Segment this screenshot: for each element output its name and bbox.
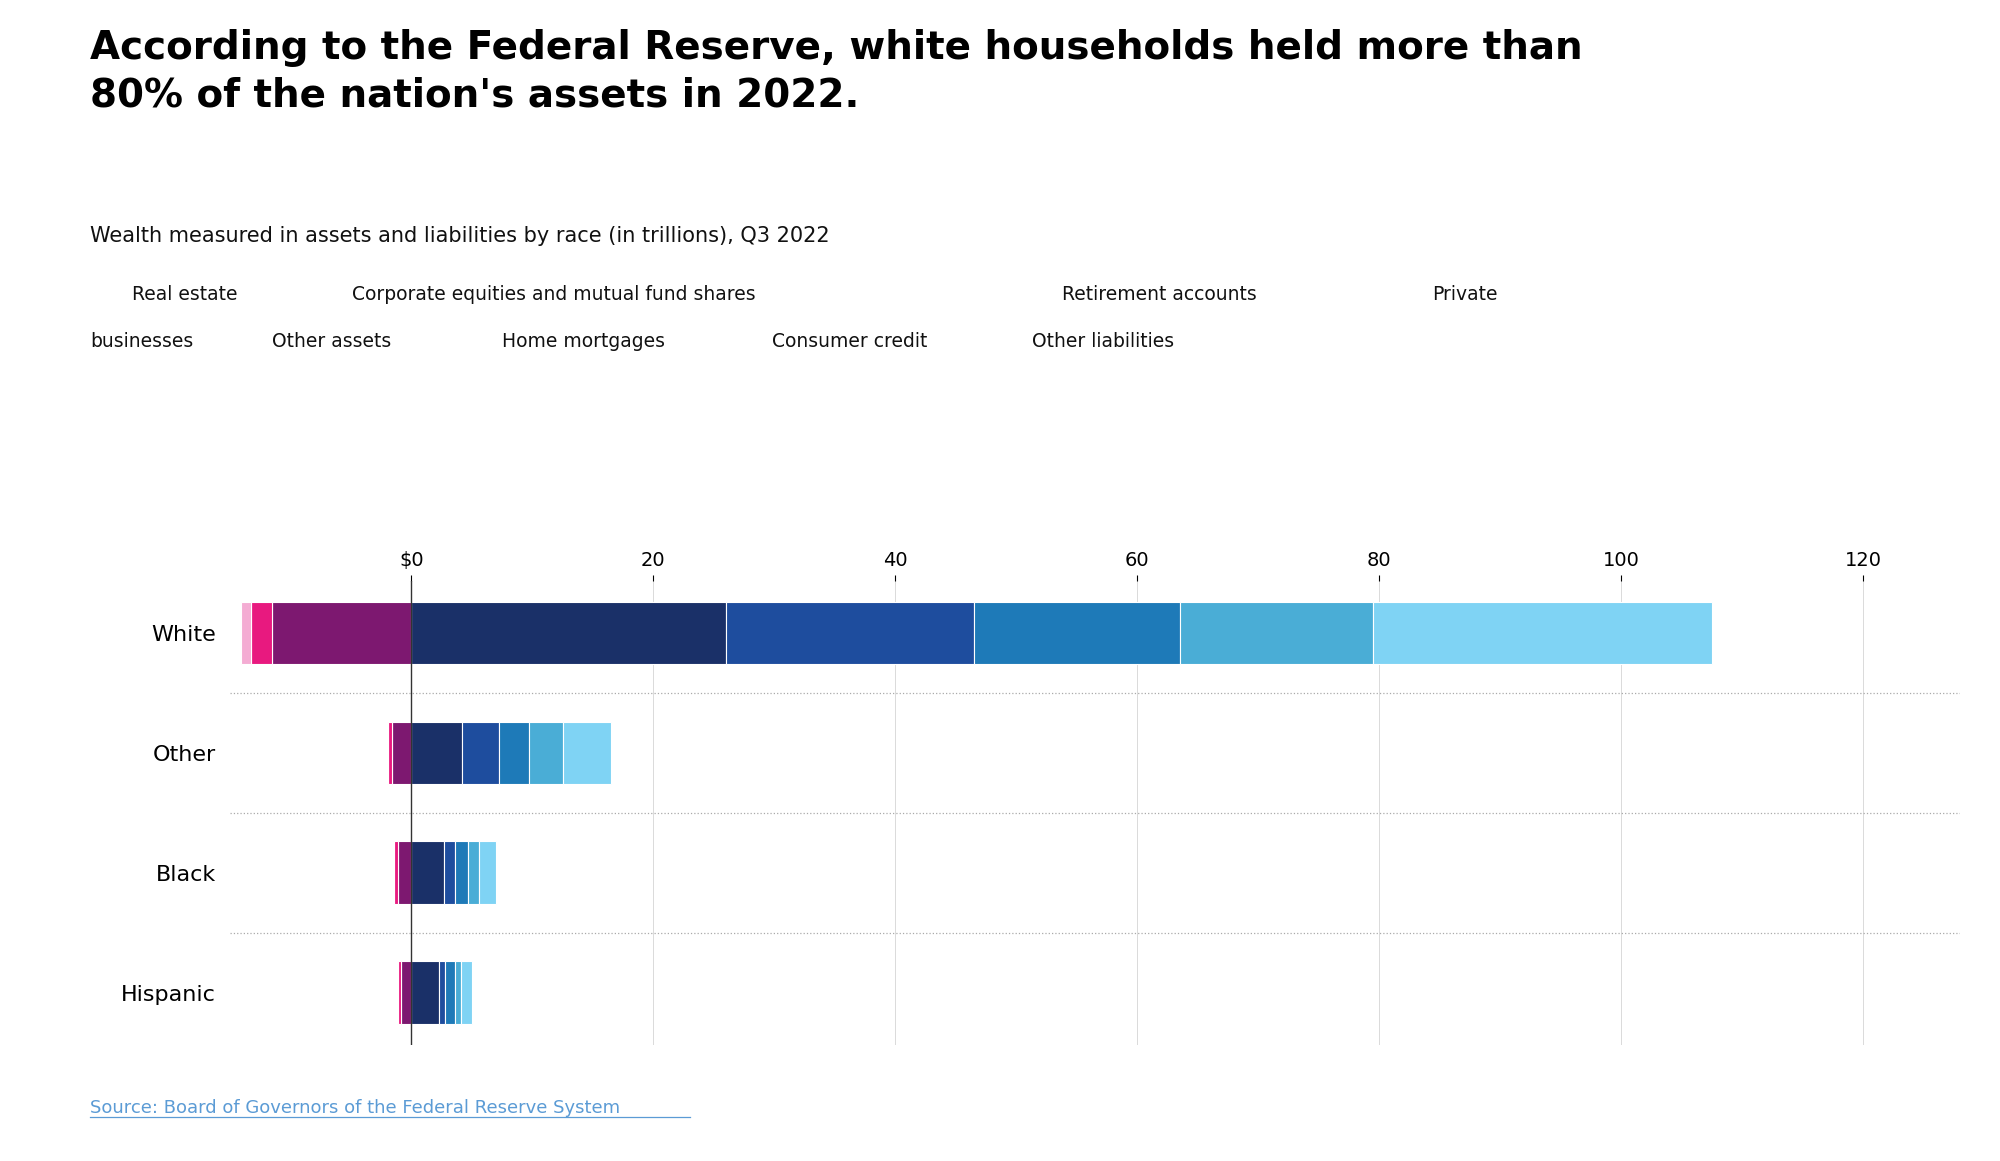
Text: Corporate equities and mutual fund shares: Corporate equities and mutual fund share…: [352, 286, 756, 304]
Text: Private: Private: [1432, 286, 1498, 304]
Bar: [480, 842, 496, 904]
Bar: [726, 601, 974, 664]
Bar: [412, 961, 440, 1024]
Bar: [412, 601, 726, 664]
Bar: [462, 721, 498, 784]
Bar: [388, 721, 392, 784]
Bar: [398, 961, 400, 1024]
Text: According to the Federal Reserve, white households held more than
80% of the nat: According to the Federal Reserve, white …: [90, 29, 1582, 114]
Bar: [440, 961, 446, 1024]
Bar: [392, 721, 412, 784]
Text: Home mortgages: Home mortgages: [502, 332, 664, 351]
Bar: [974, 601, 1180, 664]
Bar: [468, 842, 480, 904]
Bar: [456, 842, 468, 904]
Bar: [250, 601, 272, 664]
Bar: [444, 842, 456, 904]
Text: Source: Board of Governors of the Federal Reserve System: Source: Board of Governors of the Federa…: [90, 1098, 620, 1117]
Bar: [394, 842, 398, 904]
Bar: [398, 842, 412, 904]
Bar: [412, 721, 462, 784]
Bar: [1374, 601, 1712, 664]
Bar: [562, 721, 612, 784]
Bar: [412, 842, 444, 904]
Text: Other assets: Other assets: [272, 332, 392, 351]
Text: Other liabilities: Other liabilities: [1032, 332, 1174, 351]
Text: Wealth measured in assets and liabilities by race (in trillions), Q3 2022: Wealth measured in assets and liabilitie…: [90, 226, 830, 246]
Bar: [446, 961, 456, 1024]
Text: businesses: businesses: [90, 332, 194, 351]
Bar: [1180, 601, 1374, 664]
Bar: [456, 961, 462, 1024]
Bar: [462, 961, 472, 1024]
Text: Consumer credit: Consumer credit: [772, 332, 928, 351]
Bar: [240, 601, 250, 664]
Bar: [498, 721, 528, 784]
Bar: [528, 721, 562, 784]
Bar: [272, 601, 412, 664]
Text: Real estate: Real estate: [132, 286, 238, 304]
Text: Retirement accounts: Retirement accounts: [1062, 286, 1256, 304]
Bar: [400, 961, 412, 1024]
